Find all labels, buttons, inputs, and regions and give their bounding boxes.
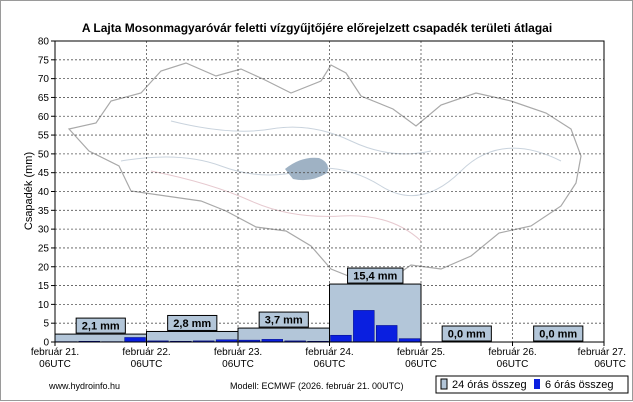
footer-model-info: Modell: ECMWF (2026. február 21. 00UTC) [230,381,404,391]
sixhour-bar [331,335,352,342]
sixhour-bar [376,325,397,342]
x-tick-label-time: 06UTC [222,359,254,370]
x-tick-label-date: február 23. [214,347,262,358]
x-tick-label-date: február 22. [122,347,170,358]
map-river-line [171,121,431,154]
y-tick-label: 20 [38,262,50,273]
sixhour-bar [399,339,420,342]
sixhour-bar [353,310,374,342]
legend-label-daily: 24 órás összeg [452,379,527,391]
y-tick-label: 50 [38,149,50,160]
daily-value-label: 2,1 mm [82,321,120,333]
y-tick-label: 70 [38,74,50,85]
daily-value-label: 0,0 mm [448,329,486,341]
y-tick-label: 25 [38,243,50,254]
daily-value-label: 0,0 mm [539,329,577,341]
map-river-line [121,148,561,195]
x-tick-label-date: február 24. [305,347,353,358]
y-tick-label: 80 [38,37,50,48]
x-tick-label-date: február 27. [578,347,626,358]
x-tick-label-time: 06UTC [405,359,437,370]
x-tick-label-time: 06UTC [39,359,71,370]
legend-swatch-daily [441,379,447,389]
y-tick-label: 55 [38,131,50,142]
daily-value-label: 15,4 mm [353,271,397,283]
y-tick-label: 65 [38,93,50,104]
x-tick-label-date: február 26. [488,347,536,358]
chart-title: A Lajta Mosonmagyaróvár feletti vízgyűjt… [82,21,552,35]
footer-website[interactable]: www.hydroinfo.hu [48,381,120,391]
x-tick-label-date: február 21. [31,347,79,358]
daily-value-label: 3,7 mm [265,315,303,327]
map-lake-shape [285,158,328,180]
legend-label-sixhour: 6 órás összeg [545,379,613,391]
y-tick-label: 30 [38,225,50,236]
legend-swatch-sixhour [534,379,540,389]
y-tick-label: 60 [38,112,50,123]
y-axis-label: Csapadék (mm) [23,152,35,230]
daily-bars-group [55,284,604,342]
x-tick-label-time: 06UTC [594,359,626,370]
daily-bar [330,284,422,342]
y-tick-label: 35 [38,206,50,217]
x-tick-label-time: 06UTC [314,359,346,370]
x-tick-label-time: 06UTC [131,359,163,370]
x-tick-label-date: február 25. [397,347,445,358]
y-tick-label: 10 [38,300,50,311]
y-tick-label: 15 [38,281,50,292]
y-tick-label: 40 [38,187,50,198]
sixhour-bar [125,337,146,342]
x-tick-label-time: 06UTC [497,359,529,370]
y-tick-label: 5 [43,319,49,330]
daily-value-label: 2,8 mm [173,318,211,330]
y-tick-label: 75 [38,55,50,66]
y-tick-label: 45 [38,168,50,179]
legend: 24 órás összeg 6 órás összeg [436,376,628,393]
